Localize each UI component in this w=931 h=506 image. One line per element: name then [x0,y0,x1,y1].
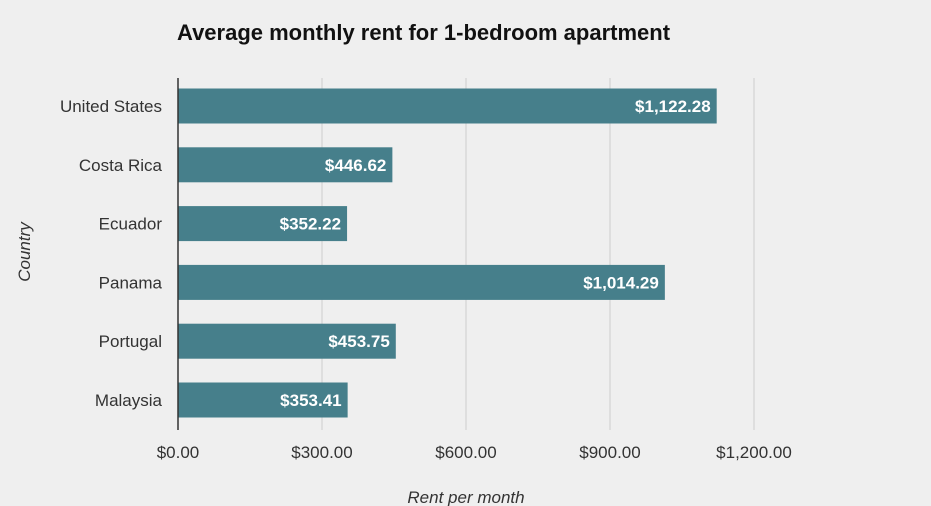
bar [178,264,665,300]
bar [178,382,348,418]
x-tick-label: $600.00 [435,443,496,462]
bar-value-label: $446.62 [325,156,386,175]
bar-value-label: $352.22 [280,215,341,234]
y-axis-title: Country [15,221,34,282]
y-tick-label: Ecuador [99,215,163,234]
bar-value-label: $453.75 [328,332,389,351]
x-tick-label: $0.00 [157,443,200,462]
chart-title: Average monthly rent for 1-bedroom apart… [177,20,671,45]
x-tick-label: $1,200.00 [716,443,792,462]
bar [178,323,396,359]
x-tick-label: $300.00 [291,443,352,462]
bar [178,206,348,242]
bar [178,147,393,183]
y-tick-label: Panama [99,273,163,292]
y-tick-label: Costa Rica [79,156,163,175]
x-tick-label: $900.00 [579,443,640,462]
x-axis-title: Rent per month [407,488,524,506]
y-tick-label: Malaysia [95,391,163,410]
y-tick-label: United States [60,97,162,116]
y-tick-label: Portugal [99,332,162,351]
bar-value-label: $1,122.28 [635,97,711,116]
bar-value-label: $353.41 [280,391,341,410]
bar [178,88,717,124]
bar-value-label: $1,014.29 [583,273,659,292]
